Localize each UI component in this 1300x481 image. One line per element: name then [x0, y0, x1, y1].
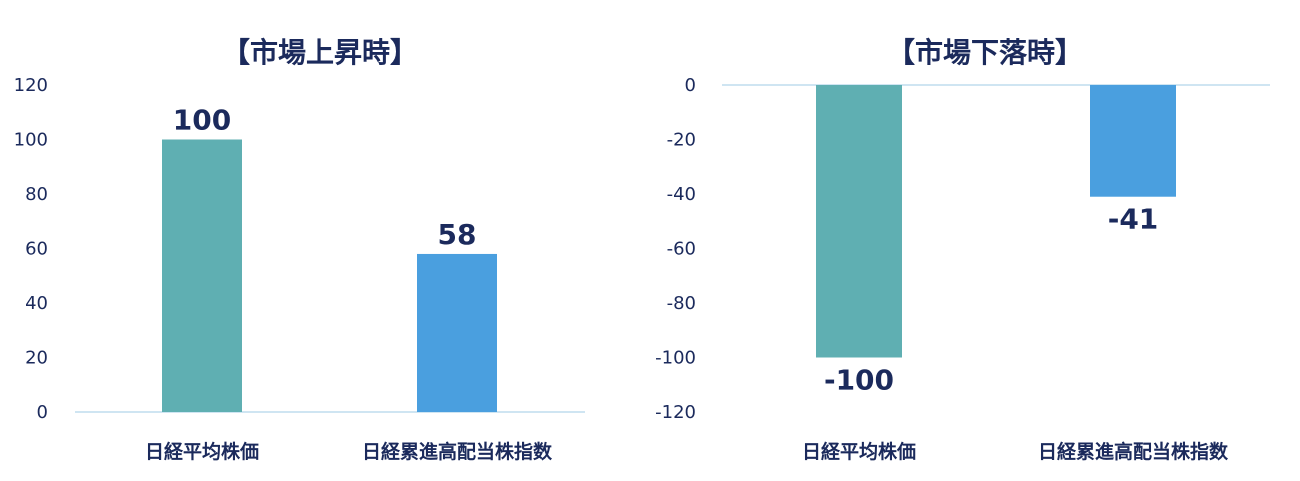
bar-nikkei-progressive-high-dividend: [1090, 85, 1176, 197]
y-tick-label: -60: [667, 239, 696, 260]
data-label: 58: [438, 218, 477, 251]
y-tick-label: 80: [25, 184, 48, 205]
y-tick-label: -40: [667, 184, 696, 205]
chart-market-fall: 【市場下落時】 0 -20 -40 -60 -80 -100 -120 -100…: [655, 36, 1270, 463]
bar-nikkei-average: [816, 85, 902, 358]
y-tick-label: -120: [655, 402, 696, 423]
bar-nikkei-average: [162, 139, 242, 412]
data-label: 100: [173, 104, 231, 137]
y-tick-label: 100: [14, 130, 48, 151]
y-tick-label: -20: [667, 130, 696, 151]
bar-nikkei-progressive-high-dividend: [417, 253, 497, 412]
y-tick-label: 0: [685, 75, 696, 96]
y-tick-label: 40: [25, 293, 48, 314]
category-label: 日経平均株価: [145, 440, 259, 463]
data-label: -100: [824, 364, 894, 397]
category-label: 日経累進高配当株指数: [362, 440, 553, 463]
y-axis: 0 -20 -40 -60 -80 -100 -120: [655, 75, 696, 423]
y-tick-label: 0: [37, 402, 48, 423]
category-label: 日経累進高配当株指数: [1038, 440, 1229, 463]
y-tick-label: 120: [14, 75, 48, 96]
chart-title: 【市場下落時】: [887, 36, 1083, 69]
category-label: 日経平均株価: [802, 440, 916, 463]
y-tick-label: 60: [25, 239, 48, 260]
data-label: -41: [1108, 203, 1159, 236]
y-tick-label: 20: [25, 348, 48, 369]
chart-market-rise: 【市場上昇時】 120 100 80 60 40 20 0 100 58 日経平…: [14, 36, 585, 463]
chart-title: 【市場上昇時】: [222, 36, 418, 69]
y-axis: 120 100 80 60 40 20 0: [14, 75, 48, 423]
y-tick-label: -80: [667, 293, 696, 314]
y-tick-label: -100: [655, 348, 696, 369]
